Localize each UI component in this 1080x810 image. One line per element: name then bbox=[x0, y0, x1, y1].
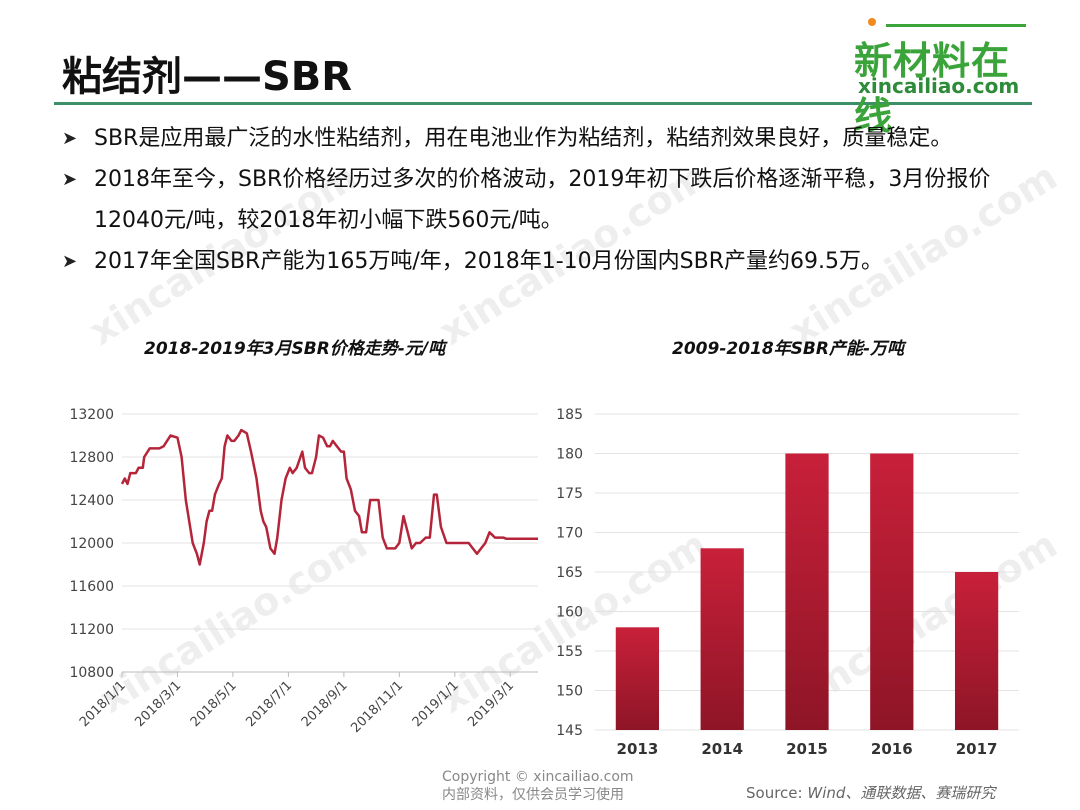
y-tick-label: 12400 bbox=[69, 493, 114, 509]
x-category-label: 2013 bbox=[617, 740, 659, 758]
bar-2016 bbox=[870, 453, 914, 730]
y-tick-label: 12800 bbox=[69, 450, 114, 466]
y-tick-label: 13200 bbox=[69, 407, 114, 423]
x-category-label: 2015 bbox=[786, 740, 828, 758]
copyright-line: Copyright © xincailiao.com bbox=[442, 769, 634, 785]
bullet-text: SBR是应用最广泛的水性粘结剂，用在电池业作为粘结剂，粘结剂效果良好，质量稳定。 bbox=[94, 126, 953, 151]
x-category-label: 2014 bbox=[701, 740, 743, 758]
arrow-bullet-icon: ➤ bbox=[62, 169, 78, 190]
y-tick-label: 150 bbox=[556, 684, 583, 700]
y-tick-label: 155 bbox=[556, 644, 583, 660]
price-series-line bbox=[120, 428, 538, 566]
x-tick-label: 2018/1/1 bbox=[77, 678, 129, 730]
bullet-item: ➤ 2018年至今，SBR价格经历过多次的价格波动，2019年初下跌后价格逐渐平… bbox=[58, 159, 1048, 241]
y-tick-label: 175 bbox=[556, 486, 583, 502]
arrow-bullet-icon: ➤ bbox=[62, 128, 78, 149]
capacity-bar-chart: 185 180 175 170 165 160 155 150 145 2013 2014 2015 2… bbox=[556, 407, 1019, 758]
bar-2013 bbox=[615, 627, 660, 730]
x-category-label: 2017 bbox=[956, 740, 998, 758]
y-tick-label: 145 bbox=[556, 723, 583, 739]
bullet-item: ➤ SBR是应用最广泛的水性粘结剂，用在电池业作为粘结剂，粘结剂效果良好，质量稳… bbox=[58, 118, 1048, 159]
source-text: Wind、通联数据、赛瑞研究 bbox=[807, 784, 996, 802]
x-tick-label: 2018/11/1 bbox=[348, 678, 406, 736]
bullet-text: 2017年全国SBR产能为165万吨/年，2018年1-10月份国内SBR产量约… bbox=[94, 249, 883, 274]
bar-2014 bbox=[700, 548, 744, 730]
x-tick-label: 2019/3/1 bbox=[465, 678, 517, 730]
x-category-label: 2016 bbox=[871, 740, 913, 758]
y-tick-label: 165 bbox=[556, 565, 583, 581]
y-tick-label: 170 bbox=[556, 526, 583, 542]
source-label: Source: bbox=[746, 784, 803, 802]
y-tick-label: 12000 bbox=[69, 536, 114, 552]
page-title: 粘结剂——SBR bbox=[62, 54, 353, 100]
x-tick-label: 2019/1/1 bbox=[410, 678, 462, 730]
title-divider bbox=[54, 102, 1032, 105]
bullet-list: ➤ SBR是应用最广泛的水性粘结剂，用在电池业作为粘结剂，粘结剂效果良好，质量稳… bbox=[58, 118, 1048, 282]
arrow-bullet-icon: ➤ bbox=[62, 251, 78, 272]
y-tick-label: 180 bbox=[556, 447, 583, 463]
price-line-chart: 132001280012400120001160011200108002018/… bbox=[69, 407, 538, 736]
y-tick-label: 185 bbox=[556, 407, 583, 423]
bar-2015 bbox=[785, 453, 829, 730]
y-tick-label: 160 bbox=[556, 605, 583, 621]
y-tick-label: 10800 bbox=[69, 665, 114, 681]
logo-dot-icon bbox=[868, 18, 876, 26]
logo: 新材料在线 xincailiao.com bbox=[848, 18, 1038, 138]
x-tick-label: 2018/9/1 bbox=[299, 678, 351, 730]
source-note: Source: Wind、通联数据、赛瑞研究 bbox=[746, 782, 995, 803]
copyright-line: 内部资料，仅供会员学习使用 bbox=[442, 787, 624, 803]
x-tick-label: 2018/3/1 bbox=[132, 678, 184, 730]
line-chart-title: 2018-2019年3月SBR价格走势-元/吨 bbox=[144, 339, 446, 359]
bar-chart-title: 2009-2018年SBR产能-万吨 bbox=[672, 339, 905, 359]
bullet-text: 2018年至今，SBR价格经历过多次的价格波动，2019年初下跌后价格逐渐平稳，… bbox=[94, 167, 991, 233]
y-tick-label: 11200 bbox=[69, 622, 114, 638]
x-tick-label: 2018/7/1 bbox=[243, 678, 295, 730]
bar-2017 bbox=[954, 572, 999, 730]
copyright-notice: Copyright © xincailiao.com 内部资料，仅供会员学习使用 bbox=[442, 768, 634, 804]
logo-roof-icon bbox=[886, 24, 1026, 37]
logo-name-en: xincailiao.com bbox=[858, 74, 1020, 98]
bullet-item: ➤ 2017年全国SBR产能为165万吨/年，2018年1-10月份国内SBR产… bbox=[58, 241, 1048, 282]
logo-name-cn: 新材料在线 bbox=[854, 39, 1011, 138]
y-tick-label: 11600 bbox=[69, 579, 114, 595]
x-tick-label: 2018/5/1 bbox=[188, 678, 240, 730]
